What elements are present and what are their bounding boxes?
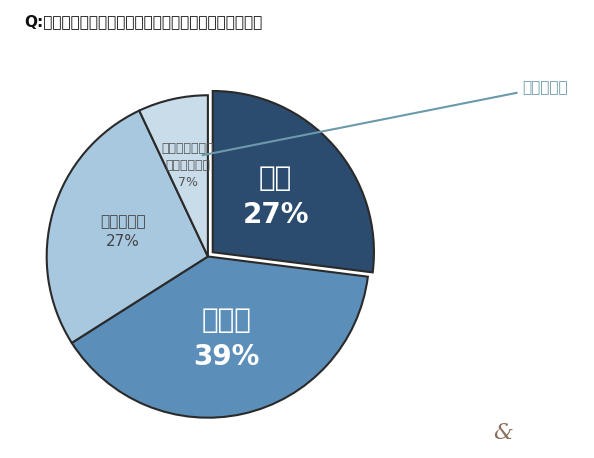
Wedge shape	[213, 91, 374, 273]
Wedge shape	[139, 95, 208, 256]
Text: いいえ
39%: いいえ 39%	[193, 306, 260, 371]
Text: はい
27%: はい 27%	[242, 164, 309, 229]
Text: 守秘義務により
答えられない
7%: 守秘義務により 答えられない 7%	[161, 142, 214, 189]
Wedge shape	[47, 111, 208, 343]
Text: Q:「企業ブランディング」の取組みを行っていますか。: Q:「企業ブランディング」の取組みを行っていますか。	[24, 14, 262, 29]
Text: 本調査対象: 本調査対象	[203, 80, 568, 155]
Wedge shape	[72, 256, 368, 418]
Text: &: &	[493, 422, 513, 444]
Text: わからない
27%: わからない 27%	[100, 214, 146, 249]
